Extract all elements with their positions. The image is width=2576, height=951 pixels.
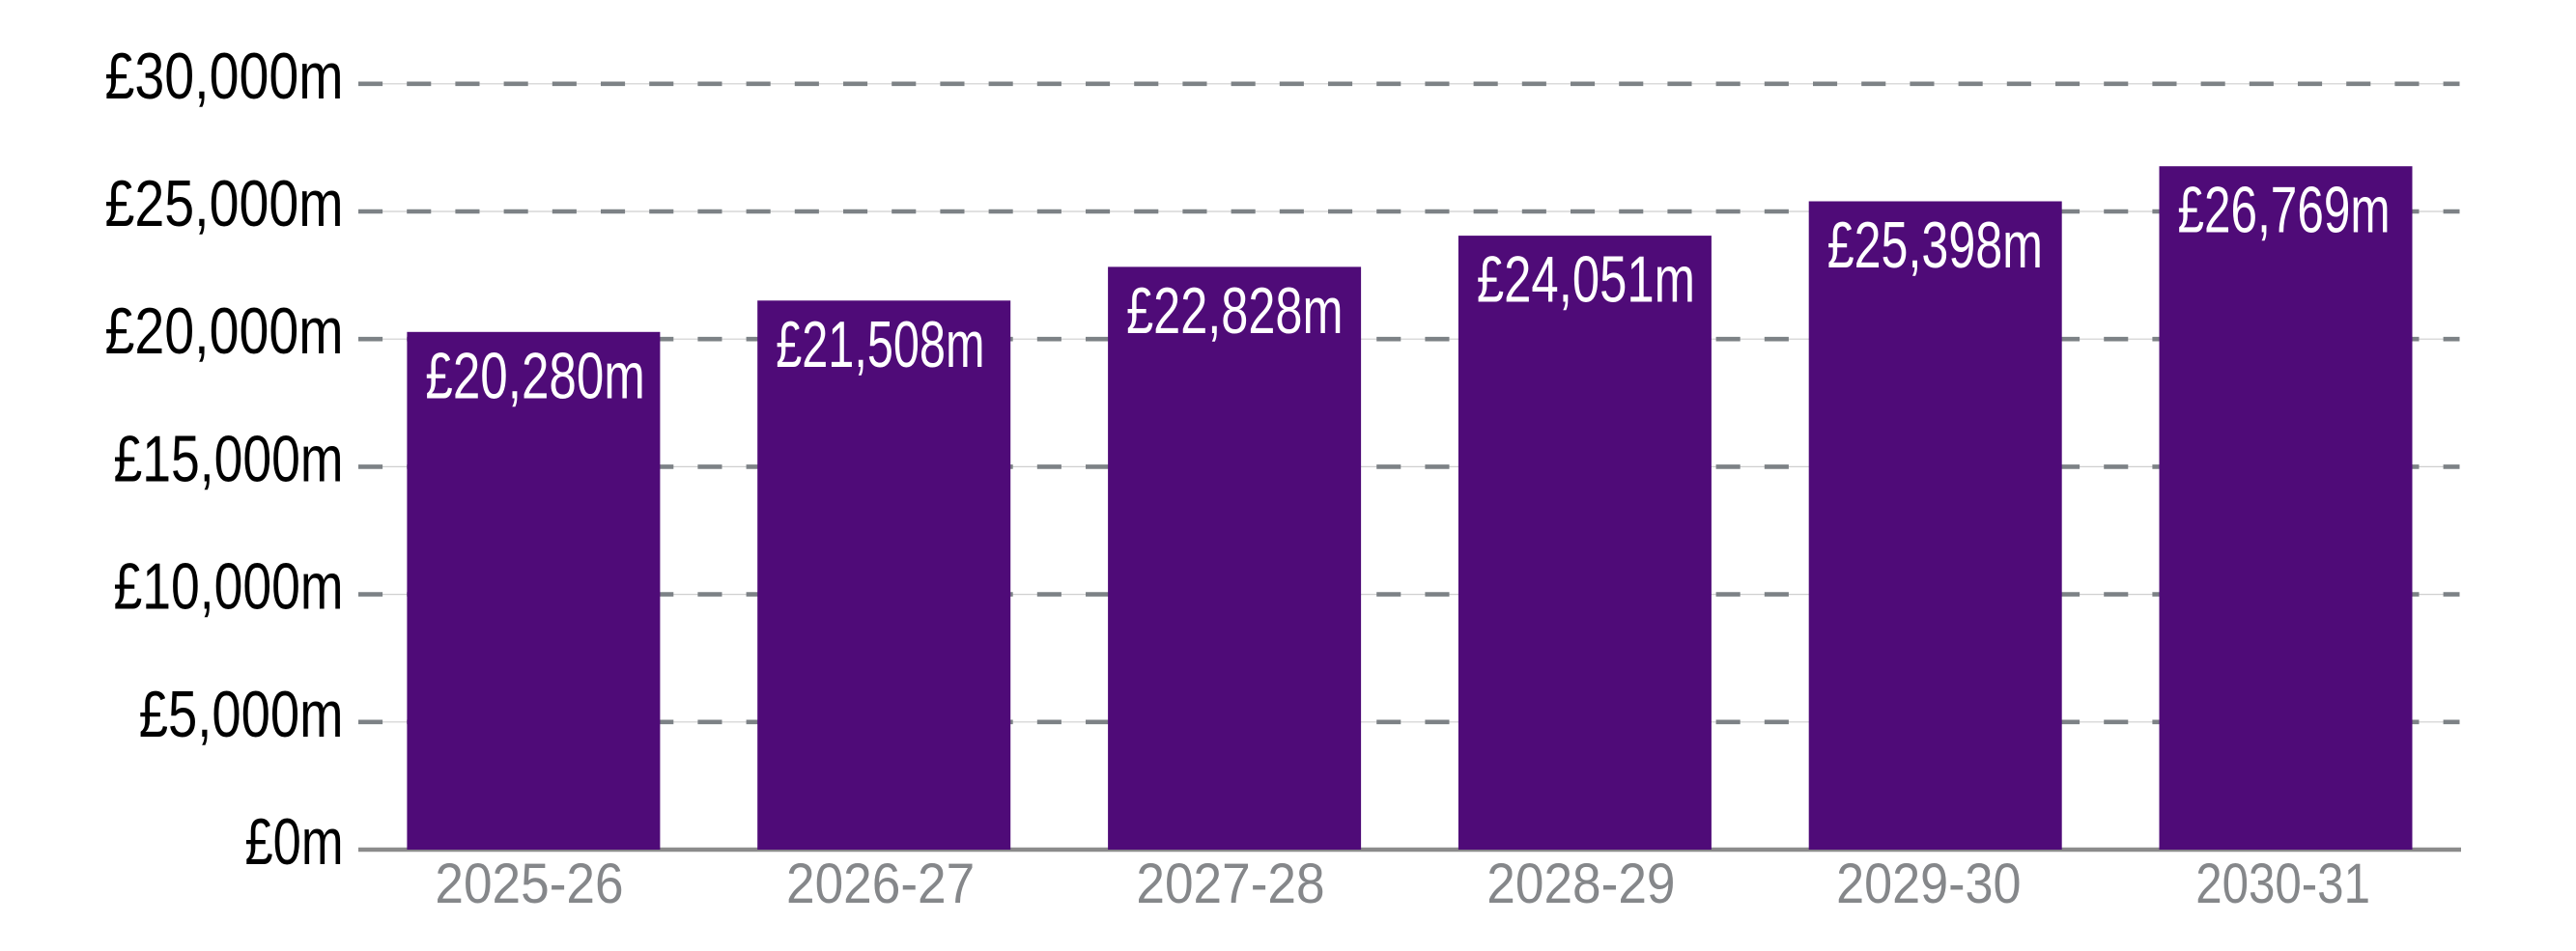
svg-text:£30,000m: £30,000m [105, 40, 344, 113]
svg-text:£5,000m: £5,000m [139, 678, 344, 751]
svg-text:£10,000m: £10,000m [114, 550, 344, 624]
svg-text:£26,769m: £26,769m [2178, 174, 2391, 247]
svg-text:£24,051m: £24,051m [1477, 243, 1695, 317]
svg-text:£21,508m: £21,508m [776, 308, 984, 381]
svg-text:£15,000m: £15,000m [114, 422, 344, 495]
svg-text:2027-28: 2027-28 [1136, 853, 1324, 915]
svg-text:2029-30: 2029-30 [1836, 853, 2021, 915]
svg-text:2028-29: 2028-29 [1486, 853, 1675, 915]
svg-text:£25,398m: £25,398m [1827, 209, 2043, 282]
svg-text:£22,828m: £22,828m [1126, 274, 1343, 348]
svg-text:£0m: £0m [245, 805, 344, 879]
svg-text:2026-27: 2026-27 [786, 853, 975, 915]
svg-text:£25,000m: £25,000m [105, 167, 344, 240]
svg-text:£20,280m: £20,280m [425, 339, 645, 412]
svg-text:2030-31: 2030-31 [2195, 853, 2370, 915]
svg-text:£20,000m: £20,000m [105, 294, 344, 368]
svg-text:2025-26: 2025-26 [435, 853, 623, 915]
